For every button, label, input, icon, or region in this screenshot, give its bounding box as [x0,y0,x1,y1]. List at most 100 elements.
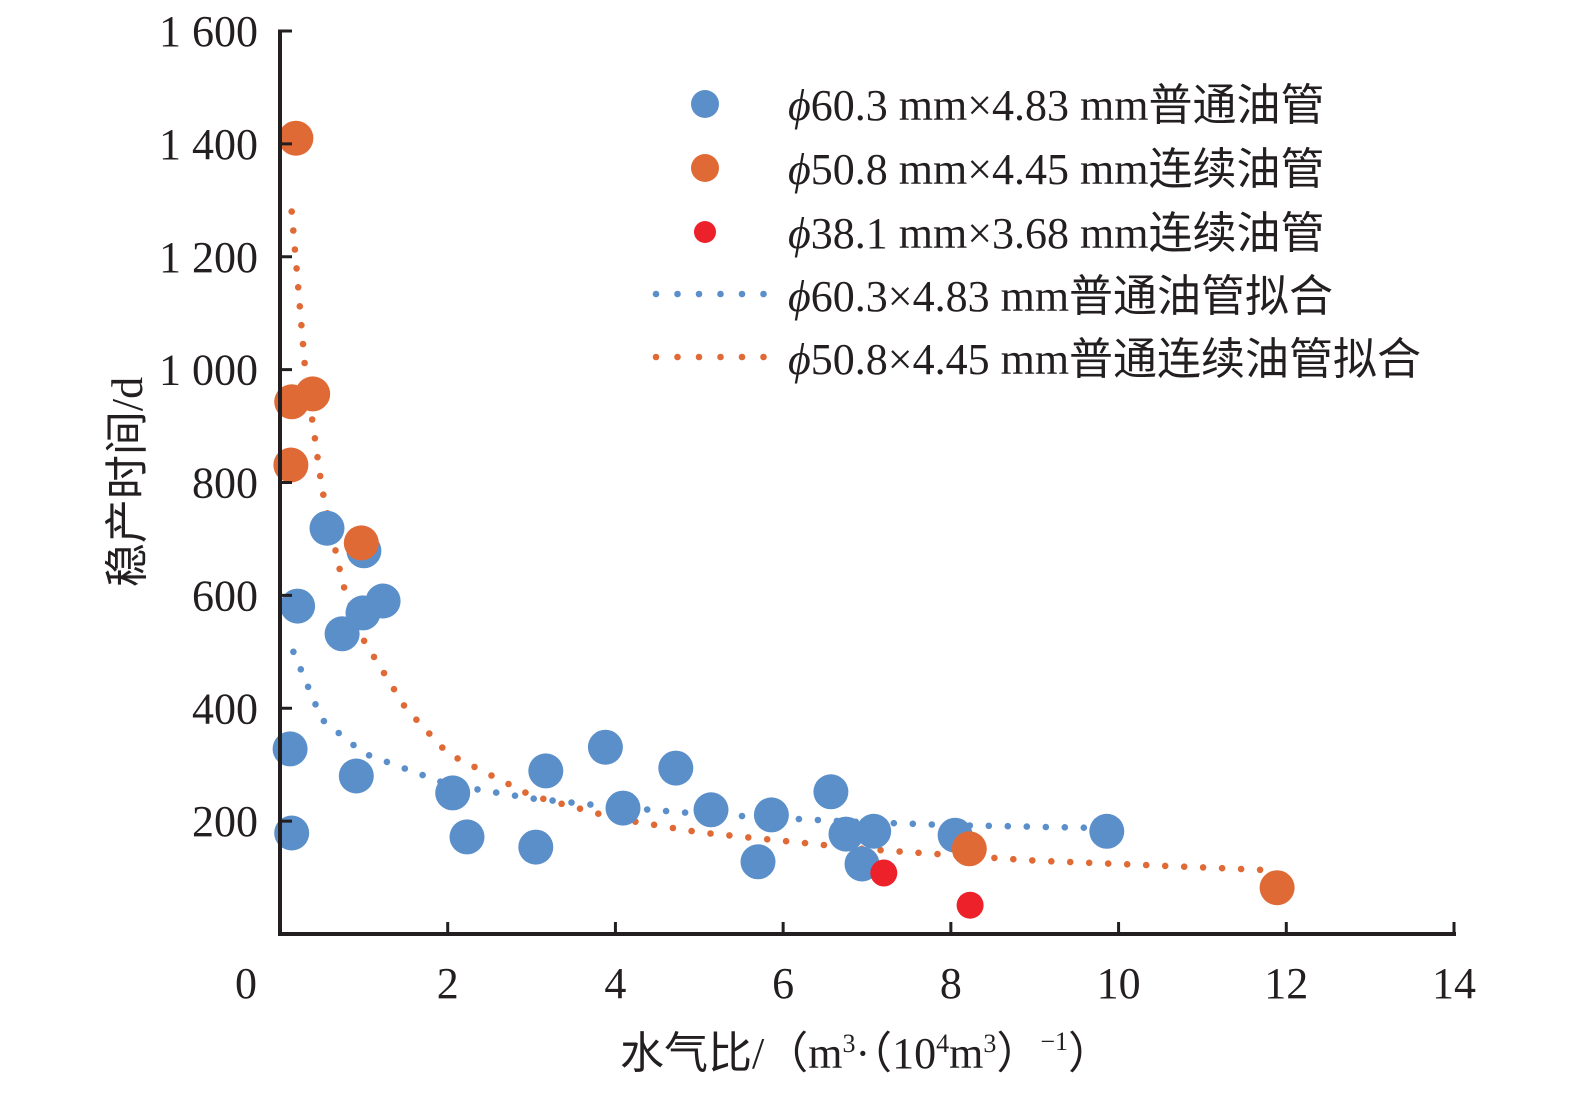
fit-dot [336,565,343,573]
legend-line-dot [717,290,724,298]
fit-dot [380,669,388,677]
y-tick-label: 400 [192,684,258,733]
legend-marker [694,221,716,243]
fit-dot [587,801,594,808]
legend-label-text: 60.3×4.83 mm普通油管拟合 [811,272,1333,321]
fit-dot [681,809,689,816]
fit-dot [669,824,677,832]
data-point [449,819,485,855]
fit-dot [877,846,884,854]
legend-item: ϕ50.8 mm×4.45 mm连续油管 [691,145,1325,194]
fit-dot [1061,824,1069,831]
legend-line-dot [652,353,660,361]
x-axis-title-sup: 4 [936,1029,949,1058]
data-point [343,525,379,561]
fit-dot [568,799,575,806]
data-point [813,774,849,810]
x-axis-title-main: 水气比/（m [620,1029,842,1078]
fit-dot [801,839,809,847]
x-tick-label: 6 [772,959,794,1008]
fit-dot [439,744,446,751]
fit-dot [530,795,537,802]
x-tick-label: 14 [1432,959,1476,1008]
fit-dot [426,730,433,737]
legend-phi: ϕ [788,81,811,130]
fit-dot [738,812,746,820]
fit-dot [890,819,898,827]
fit-dot [991,854,998,862]
fit-dot [522,789,529,796]
x-axis-title-end: ） [996,1029,1040,1078]
legend-line-dot [674,353,681,361]
fit-dot [400,702,408,709]
fit-dot [540,795,547,803]
fit-dot [335,729,343,737]
fit-dot [383,758,391,766]
fit-dot [312,701,319,708]
fit-dot [576,805,584,812]
fit-dot [511,792,519,799]
x-tick-label: 0 [235,959,257,1008]
fit-dot [350,741,357,749]
fit-dot [985,822,993,830]
legend-phi: ϕ [788,272,811,321]
fit-lines [288,208,1264,874]
legend-line-dot [738,353,746,361]
legend-label: ϕ60.3 mm×4.83 mm普通油管 [788,81,1325,130]
legend-line-dot [652,290,660,298]
legend-marker [691,90,719,118]
fit-curve-path [293,652,1093,828]
fit-dot [1080,824,1088,831]
fit-dot [1104,860,1112,867]
fit-dot [934,850,941,858]
fit-dot [290,227,297,234]
data-point [956,891,984,919]
data-point [274,815,310,851]
legend-label: ϕ50.8 mm×4.45 mm连续油管 [788,145,1325,194]
fit-dot [297,666,305,673]
data-point [365,583,401,619]
legend-label: ϕ38.1 mm×3.68 mm连续油管 [788,209,1325,258]
fit-dot [474,786,481,793]
fit-dot [928,821,936,828]
fit-dot [288,208,296,215]
fit-dot [471,763,478,771]
x-axis-title-mid: m [949,1029,983,1078]
fit-dot [360,637,368,645]
fit-dot [370,653,378,661]
fit-dot [390,685,398,693]
fit-dot [1029,857,1036,864]
fit-dot [595,810,602,817]
fit-dot [1042,823,1050,831]
data-point [528,753,564,789]
fit-dot [662,807,670,815]
legend-label-text: 50.8 mm×4.45 mm连续油管 [811,145,1325,194]
legend-line-dot [760,290,767,298]
fit-dot [1004,822,1012,830]
fit-dot [316,472,324,480]
x-axis-title-sup: 3 [842,1029,855,1058]
fit-dot [365,752,373,759]
x-tick-label: 2 [437,959,459,1008]
fit-dot [549,797,556,804]
x-axis-title-close: ） [1068,1029,1112,1078]
data-point [870,859,898,887]
fit-dot [1142,861,1150,869]
fit-dot [419,771,426,779]
data-point [951,831,987,867]
legend-label: ϕ50.8×4.45 mm普通连续油管拟合 [788,335,1421,384]
x-ticks: 0 2 4 6 8 10 12 14 [235,922,1476,1008]
fit-dot [320,491,327,499]
fit-dot [1023,823,1031,830]
data-point [338,758,374,794]
fit-dot [299,340,307,348]
legend-label-text: 60.3 mm×4.83 mm普通油管 [811,81,1325,130]
fit-dot [413,716,420,723]
x-tick-label: 8 [940,959,962,1008]
fit-dot [290,648,297,656]
fit-dot [1048,858,1055,865]
fit-dot [1085,859,1093,867]
legend-phi: ϕ [788,209,811,258]
legend-item: ϕ60.3×4.83 mm普通油管拟合 [652,272,1333,321]
fit-dot [745,834,752,841]
